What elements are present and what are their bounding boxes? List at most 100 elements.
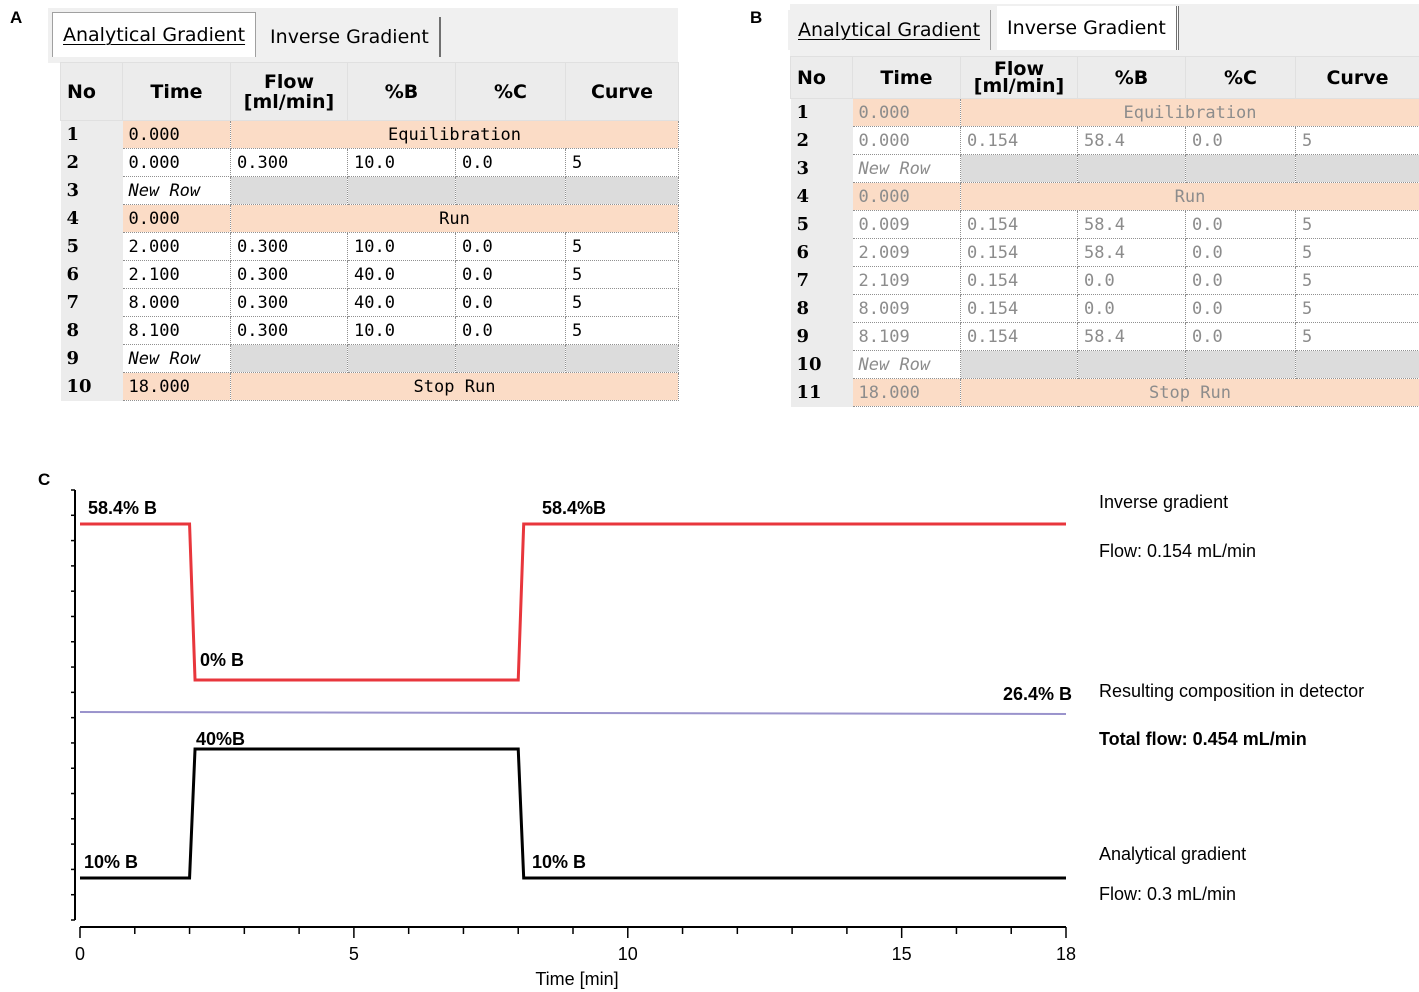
cell-b[interactable]: 58.4 xyxy=(1077,126,1186,155)
cell-time[interactable]: 8.009 xyxy=(852,294,961,323)
cell-flow[interactable] xyxy=(230,176,348,205)
col-no[interactable]: No xyxy=(60,62,123,121)
cell-section-label[interactable]: Stop Run xyxy=(230,372,679,401)
cell-c[interactable]: 0.0 xyxy=(1185,210,1296,239)
cell-c[interactable]: 0.0 xyxy=(1185,294,1296,323)
cell-section-label[interactable]: Stop Run xyxy=(960,378,1419,407)
col-b[interactable]: %B xyxy=(1077,56,1186,99)
col-no[interactable]: No xyxy=(790,56,853,99)
cell-c[interactable]: 0.0 xyxy=(455,288,566,317)
cell-time[interactable]: 8.000 xyxy=(122,288,231,317)
col-flow[interactable]: Flow [ml/min] xyxy=(230,62,348,121)
cell-flow[interactable]: 0.154 xyxy=(960,266,1078,295)
table-row[interactable]: 11 18.000 Stop Run xyxy=(790,378,1419,407)
cell-curve[interactable]: 5 xyxy=(1295,294,1419,323)
cell-flow[interactable]: 0.300 xyxy=(230,148,348,177)
cell-c[interactable] xyxy=(1185,154,1296,183)
cell-section-label[interactable]: Run xyxy=(960,182,1419,211)
cell-time[interactable]: 2.000 xyxy=(122,232,231,261)
cell-curve[interactable]: 5 xyxy=(565,232,679,261)
cell-section-label[interactable]: Equilibration xyxy=(230,120,679,149)
cell-c[interactable] xyxy=(455,344,566,373)
col-b[interactable]: %B xyxy=(347,62,456,121)
cell-b[interactable]: 0.0 xyxy=(1077,266,1186,295)
cell-time[interactable]: New Row xyxy=(852,350,961,379)
cell-section-label[interactable]: Equilibration xyxy=(960,98,1419,127)
cell-flow[interactable]: 0.154 xyxy=(960,126,1078,155)
cell-flow[interactable]: 0.154 xyxy=(960,294,1078,323)
table-row[interactable]: 5 2.000 0.300 10.0 0.0 5 xyxy=(60,232,679,261)
cell-c[interactable]: 0.0 xyxy=(455,232,566,261)
col-curve[interactable]: Curve xyxy=(565,62,679,121)
col-c[interactable]: %C xyxy=(1185,56,1296,99)
cell-curve[interactable]: 5 xyxy=(1295,322,1419,351)
cell-b[interactable]: 10.0 xyxy=(347,316,456,345)
cell-time[interactable]: New Row xyxy=(122,176,231,205)
col-flow[interactable]: Flow [ml/min] xyxy=(960,56,1078,99)
cell-time[interactable]: 0.000 xyxy=(122,204,231,233)
cell-flow[interactable] xyxy=(960,154,1078,183)
cell-c[interactable]: 0.0 xyxy=(455,260,566,289)
cell-flow[interactable]: 0.154 xyxy=(960,322,1078,351)
cell-time[interactable]: 2.109 xyxy=(852,266,961,295)
table-row[interactable]: 1 0.000 Equilibration xyxy=(790,98,1419,127)
cell-curve[interactable]: 5 xyxy=(565,260,679,289)
cell-curve[interactable] xyxy=(1295,154,1419,183)
cell-time[interactable]: New Row xyxy=(852,154,961,183)
cell-b[interactable]: 10.0 xyxy=(347,148,456,177)
table-row[interactable]: 2 0.000 0.154 58.4 0.0 5 xyxy=(790,126,1419,155)
col-time[interactable]: Time xyxy=(122,62,231,121)
col-time[interactable]: Time xyxy=(852,56,961,99)
cell-b[interactable] xyxy=(1077,154,1186,183)
table-row[interactable]: 5 0.009 0.154 58.4 0.0 5 xyxy=(790,210,1419,239)
cell-curve[interactable]: 5 xyxy=(1295,266,1419,295)
cell-flow[interactable]: 0.300 xyxy=(230,288,348,317)
cell-b[interactable]: 40.0 xyxy=(347,288,456,317)
cell-flow[interactable]: 0.300 xyxy=(230,316,348,345)
cell-c[interactable]: 0.0 xyxy=(455,148,566,177)
cell-section-label[interactable]: Run xyxy=(230,204,679,233)
cell-curve[interactable]: 5 xyxy=(565,316,679,345)
cell-c[interactable]: 0.0 xyxy=(455,316,566,345)
cell-b[interactable] xyxy=(1077,350,1186,379)
cell-time[interactable]: 0.009 xyxy=(852,210,961,239)
table-row[interactable]: 7 8.000 0.300 40.0 0.0 5 xyxy=(60,288,679,317)
cell-b[interactable]: 58.4 xyxy=(1077,322,1186,351)
table-row[interactable]: 3 New Row xyxy=(790,154,1419,183)
cell-curve[interactable]: 5 xyxy=(565,148,679,177)
cell-curve[interactable]: 5 xyxy=(1295,126,1419,155)
cell-b[interactable]: 58.4 xyxy=(1077,210,1186,239)
cell-curve[interactable] xyxy=(565,344,679,373)
cell-curve[interactable]: 5 xyxy=(565,288,679,317)
table-row[interactable]: 9 8.109 0.154 58.4 0.0 5 xyxy=(790,322,1419,351)
table-row[interactable]: 8 8.009 0.154 0.0 0.0 5 xyxy=(790,294,1419,323)
table-row[interactable]: 6 2.009 0.154 58.4 0.0 5 xyxy=(790,238,1419,267)
cell-time[interactable]: 18.000 xyxy=(852,378,961,407)
cell-curve[interactable]: 5 xyxy=(1295,210,1419,239)
cell-c[interactable]: 0.0 xyxy=(1185,126,1296,155)
cell-curve[interactable] xyxy=(1295,350,1419,379)
cell-time[interactable]: 0.000 xyxy=(122,120,231,149)
table-row[interactable]: 9 New Row xyxy=(60,344,679,373)
cell-b[interactable]: 58.4 xyxy=(1077,238,1186,267)
cell-time[interactable]: 8.100 xyxy=(122,316,231,345)
cell-c[interactable] xyxy=(1185,350,1296,379)
cell-b[interactable]: 40.0 xyxy=(347,260,456,289)
cell-c[interactable] xyxy=(455,176,566,205)
table-row[interactable]: 10 New Row xyxy=(790,350,1419,379)
tab-analytical-gradient[interactable]: Analytical Gradient xyxy=(52,12,257,57)
cell-time[interactable]: 18.000 xyxy=(122,372,231,401)
cell-curve[interactable]: 5 xyxy=(1295,238,1419,267)
table-row[interactable]: 6 2.100 0.300 40.0 0.0 5 xyxy=(60,260,679,289)
tab-inverse-gradient[interactable]: Inverse Gradient xyxy=(997,6,1179,50)
cell-time[interactable]: 2.100 xyxy=(122,260,231,289)
col-curve[interactable]: Curve xyxy=(1295,56,1419,99)
cell-flow[interactable] xyxy=(960,350,1078,379)
table-row[interactable]: 2 0.000 0.300 10.0 0.0 5 xyxy=(60,148,679,177)
cell-flow[interactable]: 0.300 xyxy=(230,260,348,289)
cell-time[interactable]: New Row xyxy=(122,344,231,373)
cell-flow[interactable] xyxy=(230,344,348,373)
cell-time[interactable]: 0.000 xyxy=(852,126,961,155)
cell-c[interactable]: 0.0 xyxy=(1185,322,1296,351)
cell-curve[interactable] xyxy=(565,176,679,205)
